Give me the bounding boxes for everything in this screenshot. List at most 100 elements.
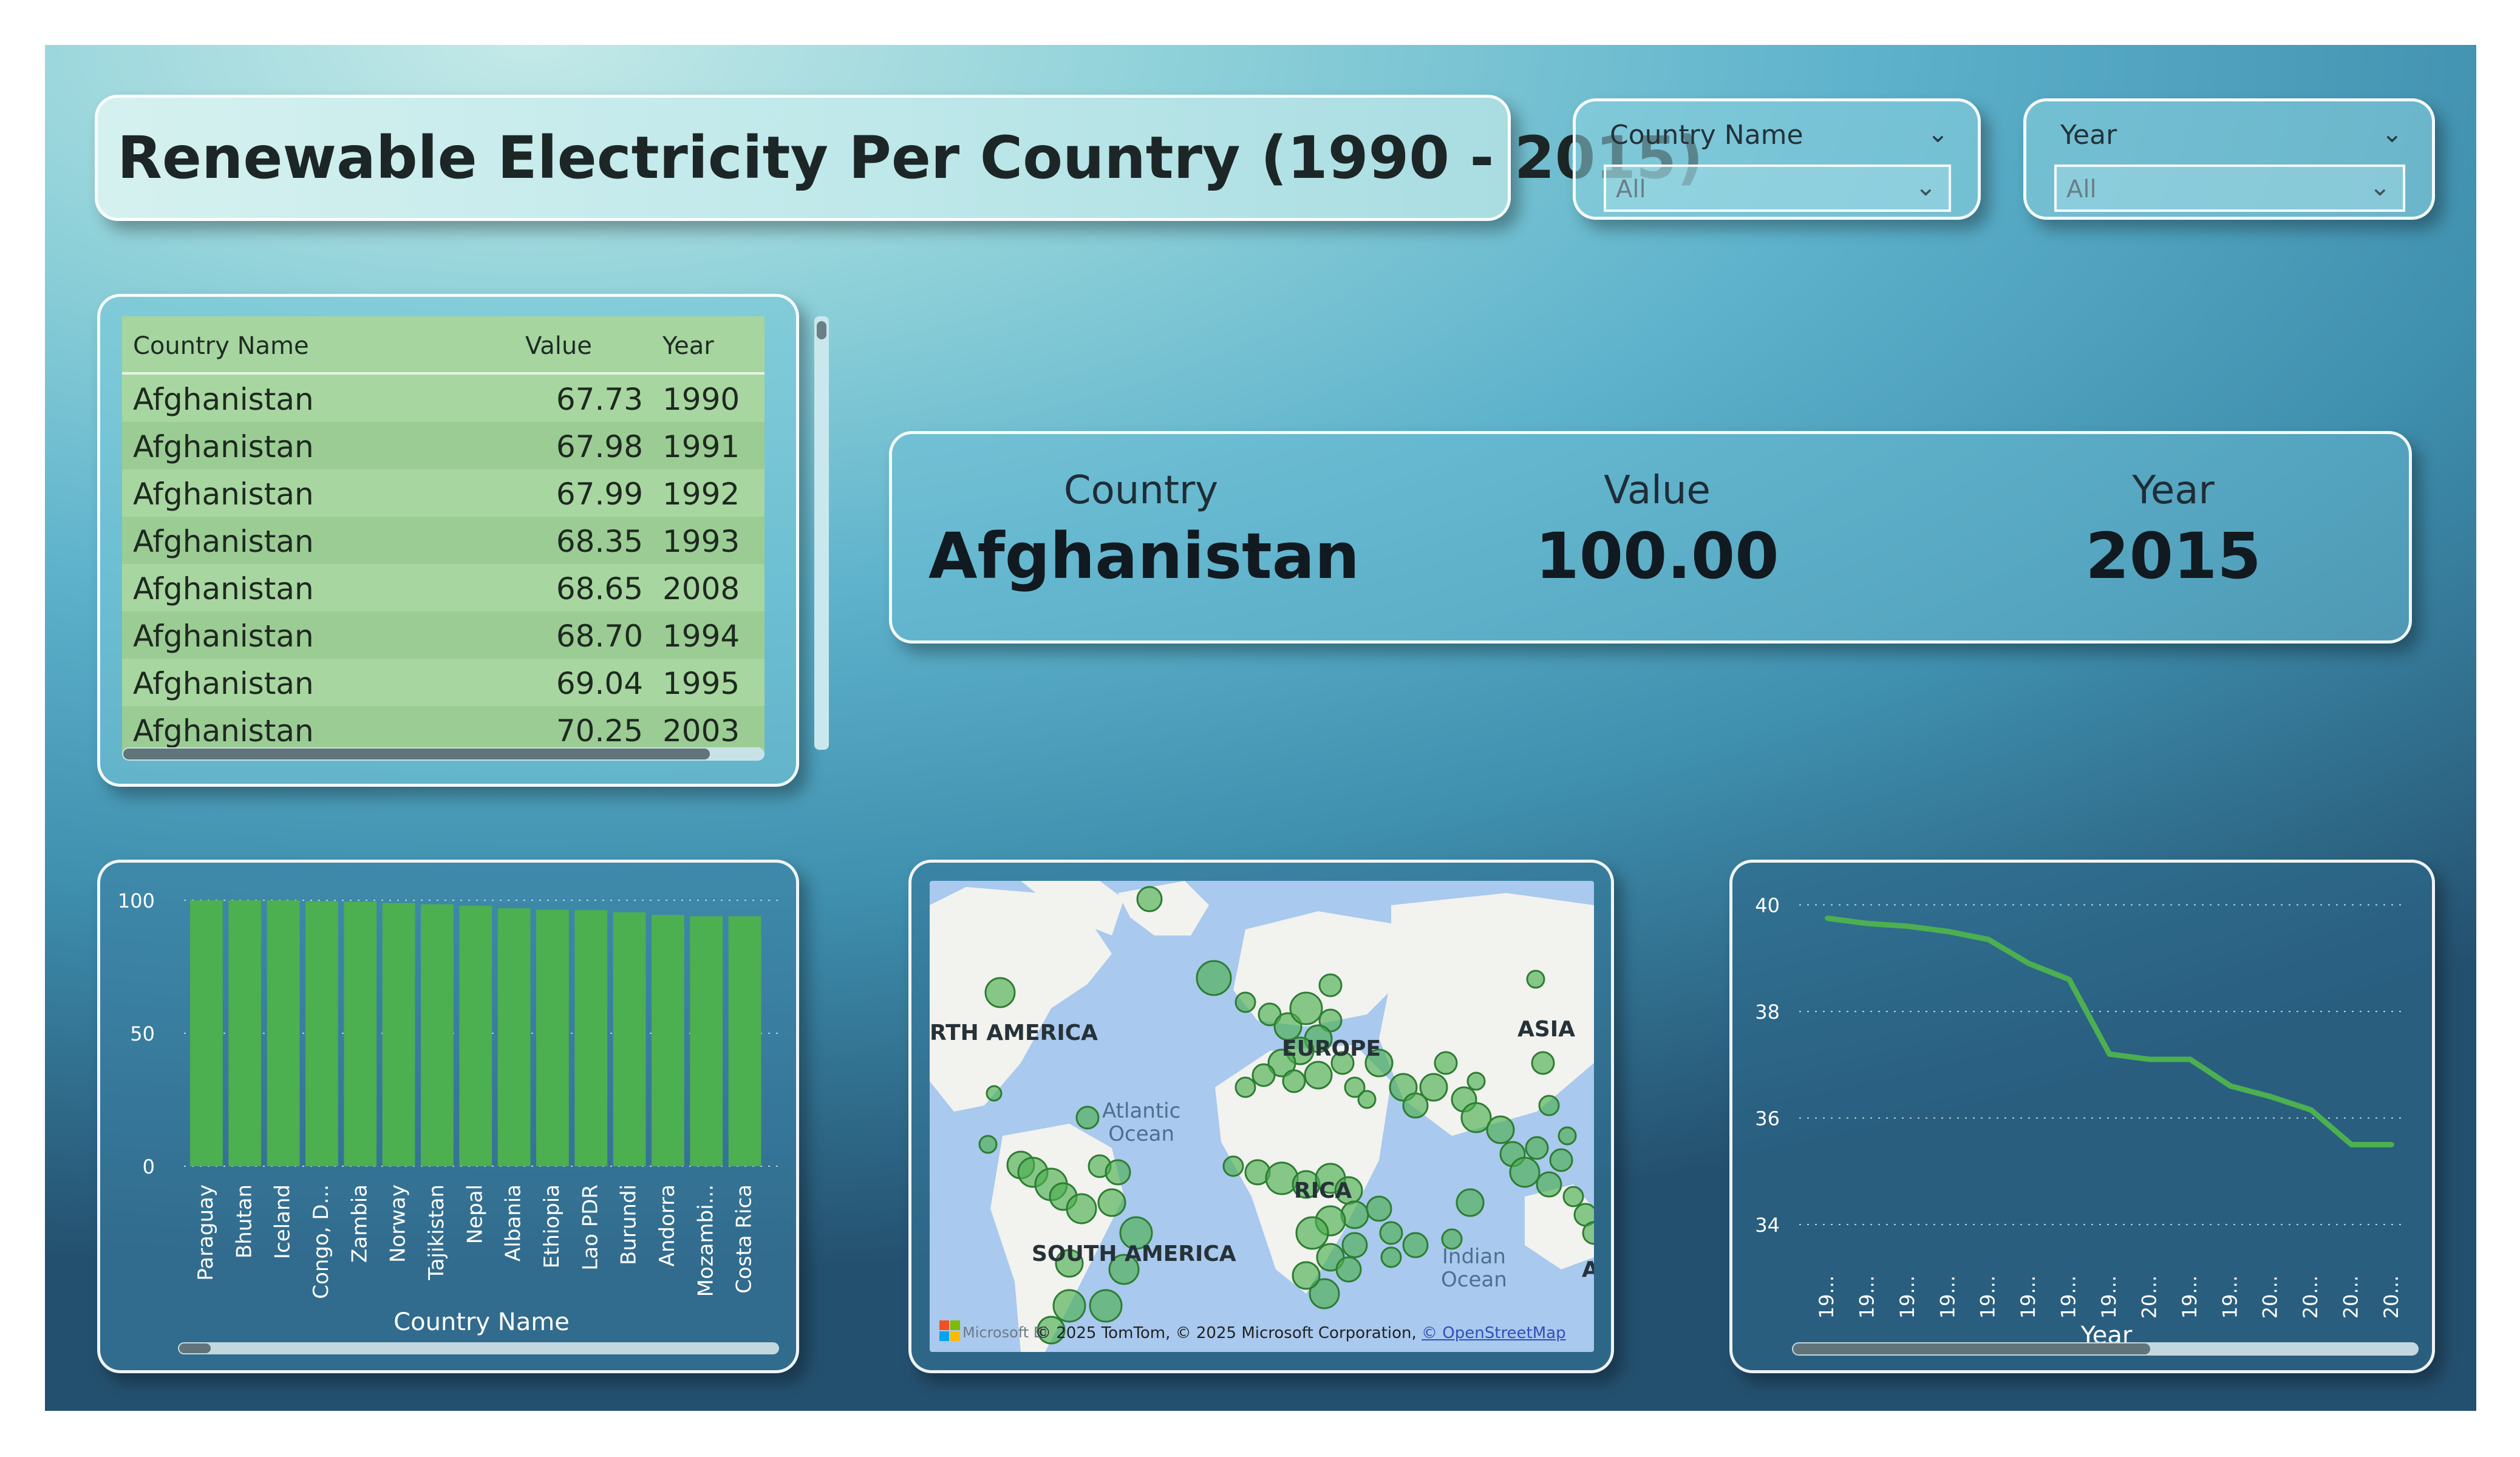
vertical-scrollbar[interactable] [814, 316, 829, 750]
year-slicer[interactable]: Year ⌄ All ⌄ [2023, 98, 2435, 220]
data-point[interactable] [2187, 1057, 2193, 1062]
data-point[interactable] [2309, 1107, 2314, 1113]
map-bubble[interactable] [1341, 1232, 1368, 1258]
map-bubble[interactable] [1267, 1048, 1296, 1078]
bubble-map[interactable]: RTH AMERICA EUROPE ASIA SOUTH AMERICA RI… [930, 881, 1594, 1352]
map-bubble[interactable] [1526, 970, 1545, 989]
map-bubble[interactable] [1366, 1195, 1392, 1222]
map-bubble[interactable] [1309, 1278, 1340, 1309]
bar[interactable] [536, 909, 569, 1166]
map-bubble[interactable] [1295, 1216, 1329, 1250]
data-point[interactable] [1986, 937, 1991, 942]
map-bubble[interactable] [1108, 1254, 1140, 1285]
map-bubble[interactable] [1304, 1061, 1333, 1090]
data-point[interactable] [2268, 1094, 2273, 1099]
map-bubble[interactable] [1196, 960, 1232, 996]
data-point[interactable] [2026, 961, 2032, 966]
map-bubble[interactable] [978, 1135, 998, 1154]
map-bubble[interactable] [1075, 1105, 1100, 1130]
chevron-down-icon[interactable]: ⌄ [1927, 118, 1949, 148]
map-bubble[interactable] [1330, 1051, 1355, 1075]
column-header-country[interactable]: Country Name [133, 332, 309, 360]
map-bubble[interactable] [1089, 1289, 1123, 1323]
data-point[interactable] [2389, 1142, 2394, 1147]
map-bubble[interactable] [1558, 1126, 1577, 1146]
bar[interactable] [652, 915, 684, 1166]
vertical-scrollbar-thumb[interactable] [817, 321, 826, 339]
map-bubbles[interactable] [930, 881, 1594, 1352]
map-bubble[interactable] [1066, 1193, 1097, 1224]
map-bubble[interactable] [1441, 1228, 1463, 1250]
country-name-slicer[interactable]: Country Name ⌄ All ⌄ [1573, 98, 1981, 220]
map-bubble[interactable] [1282, 1069, 1306, 1093]
table-row[interactable]: Afghanistan 67.99 1992 [122, 469, 765, 517]
map-bubble[interactable] [1562, 1186, 1584, 1207]
data-point[interactable] [2066, 977, 2072, 982]
column-header-year[interactable]: Year [662, 332, 714, 360]
bar[interactable] [267, 900, 300, 1166]
map-bubble[interactable] [1549, 1148, 1573, 1172]
data-point[interactable] [2228, 1083, 2233, 1089]
map-bubble[interactable] [1136, 886, 1163, 912]
table-row[interactable]: Afghanistan 67.73 1990 [122, 375, 765, 422]
map-bubble[interactable] [1234, 991, 1256, 1013]
line-chart[interactable]: 34 36 38 40 19... 19... 19... 19... 19... 19... 19… [1732, 863, 2432, 1370]
bar-chart[interactable]: 0 50 100 Paraguay Bhutan Iceland Congo, D... Za… [100, 863, 796, 1370]
table-row[interactable]: Afghanistan 68.65 2008 [122, 564, 765, 611]
chevron-down-icon[interactable]: ⌄ [2369, 172, 2391, 202]
map-bubble[interactable] [1466, 1072, 1486, 1091]
chevron-down-icon[interactable]: ⌄ [1915, 172, 1936, 202]
map-bubble[interactable] [1402, 1092, 1429, 1119]
map-bubble[interactable] [1344, 1076, 1366, 1098]
map-bubble[interactable] [1357, 1090, 1377, 1109]
map-bubble[interactable] [1379, 1221, 1403, 1245]
country-dropdown[interactable]: All ⌄ [1604, 165, 1951, 212]
column-header-value[interactable]: Value [525, 332, 592, 360]
bar[interactable] [421, 904, 454, 1166]
map-bubble[interactable] [1525, 1136, 1549, 1160]
bar[interactable] [305, 901, 338, 1166]
map-bubble[interactable] [1335, 1256, 1362, 1283]
data-point[interactable] [1865, 921, 1870, 926]
horizontal-scrollbar-thumb[interactable] [123, 749, 710, 759]
series-line[interactable] [1827, 915, 2392, 1147]
table-row[interactable]: Afghanistan 68.70 1994 [122, 611, 765, 659]
openstreetmap-link[interactable]: © OpenStreetMap [1422, 1324, 1566, 1342]
bar[interactable] [497, 908, 531, 1166]
data-point[interactable] [2349, 1142, 2354, 1147]
map-bubble[interactable] [1419, 1073, 1448, 1102]
data-point[interactable] [2147, 1057, 2153, 1062]
bar[interactable] [690, 916, 723, 1166]
map-bubble[interactable] [1292, 1261, 1321, 1290]
map-bubble[interactable] [1380, 1246, 1402, 1268]
bar[interactable] [382, 903, 415, 1166]
map-bubble[interactable] [1582, 1221, 1594, 1245]
map-bubble[interactable] [1222, 1155, 1244, 1177]
map-bubble[interactable] [1318, 973, 1343, 997]
table-row[interactable]: Afghanistan 70.25 2003 [122, 706, 765, 753]
map-bubble[interactable] [1037, 1316, 1066, 1345]
map-bubble[interactable] [1105, 1159, 1131, 1186]
horizontal-scrollbar-thumb[interactable] [179, 1343, 211, 1353]
horizontal-scrollbar-thumb[interactable] [1793, 1343, 2150, 1354]
map-bubble[interactable] [1486, 1115, 1515, 1144]
map-bubble[interactable] [1538, 1095, 1560, 1116]
map-bubble[interactable] [1456, 1188, 1485, 1217]
map-bubble[interactable] [1289, 991, 1323, 1025]
map-bubble[interactable] [1402, 1232, 1429, 1258]
data-point[interactable] [1946, 929, 1951, 934]
year-dropdown[interactable]: All ⌄ [2054, 165, 2405, 212]
map-bubble[interactable] [1434, 1051, 1458, 1075]
map-bubble[interactable] [1055, 1249, 1084, 1278]
bar[interactable] [459, 905, 492, 1166]
map-bubble[interactable] [1119, 1216, 1153, 1250]
map-bubble[interactable] [1460, 1102, 1492, 1133]
bar[interactable] [228, 900, 262, 1166]
map-bubble[interactable] [1234, 1076, 1256, 1098]
map-bubble[interactable] [1509, 1156, 1541, 1188]
data-point[interactable] [2107, 1051, 2112, 1057]
bar[interactable] [344, 902, 377, 1166]
map-bubble[interactable] [1536, 1171, 1562, 1198]
map-bubble[interactable] [986, 1085, 1003, 1102]
bar[interactable] [728, 916, 761, 1166]
